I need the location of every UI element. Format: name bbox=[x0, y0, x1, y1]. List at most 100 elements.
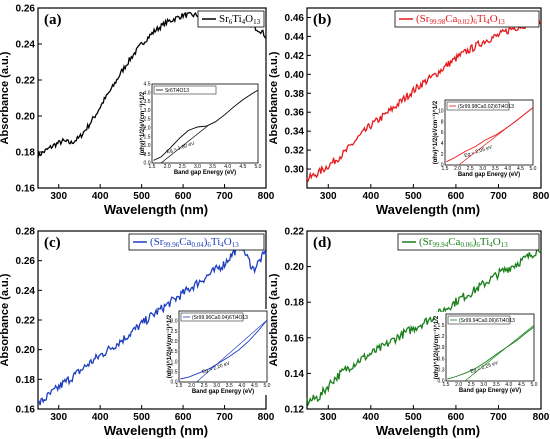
inset-y-tick-label: 3.5 bbox=[144, 99, 151, 105]
inset-x-tick-label: 1.5 bbox=[149, 164, 156, 170]
inset-tauc-curve bbox=[180, 319, 268, 380]
x-tick-label: 600 bbox=[448, 191, 465, 202]
x-tick-label: 800 bbox=[258, 191, 275, 202]
x-tick-label: 600 bbox=[175, 191, 192, 202]
inset-y-tick-label: 0.0 bbox=[144, 161, 151, 167]
inset-y-tick-label: 8 bbox=[441, 119, 444, 125]
panel-label: (a) bbox=[44, 12, 62, 28]
inset-x-tick-label: 5.0 bbox=[531, 382, 538, 388]
inset-x-tick-label: 3.0 bbox=[194, 164, 201, 170]
inset-legend-label: (Sr99.94Ca0.06)6Ti4O13 bbox=[459, 318, 515, 324]
inset-plot: 1.5 2.0 2.5 3.0 3.5 4.0 4.5 5.0 0.0 0.5 1.0 1.5 2.0 2… bbox=[166, 309, 271, 395]
panel-label: (c) bbox=[44, 235, 61, 251]
inset-x-tick-label: 3.0 bbox=[213, 383, 220, 389]
inset-tauc-curve bbox=[447, 326, 535, 380]
inset-y-tick-label: 0.5 bbox=[171, 369, 178, 375]
inset-x-tick-label: 3.5 bbox=[493, 382, 500, 388]
panel-d: 300 400 500 600 700 800 0.12 0.14 0.16 0.18 0.20 0.… bbox=[268, 227, 550, 439]
inset-x-tick-label: 3.0 bbox=[480, 382, 487, 388]
y-tick-label: 0.18 bbox=[16, 375, 36, 386]
inset-plot: 1.5 2.0 2.5 3.0 3.5 4.0 4.5 5.0 0 2 4 6 8 10 Band gap … bbox=[432, 98, 537, 178]
inset-plot: 1.5 2.0 2.5 3.0 3.5 4.0 4.5 5.0 0.0 0.5 1.0 1.5 2.0 2… bbox=[139, 82, 262, 176]
inset-x-tick-label: 2.5 bbox=[201, 383, 208, 389]
plot-frame bbox=[306, 7, 542, 189]
x-tick-label: 800 bbox=[258, 412, 275, 423]
y-axis-title: Absorbance (a.u.) bbox=[0, 273, 11, 366]
inset-x-tick-label: 2.0 bbox=[455, 382, 462, 388]
inset-y-tick-label: 4.0 bbox=[144, 90, 151, 96]
y-tick-label: 0.16 bbox=[16, 405, 36, 416]
inset-x-tick-label: 2.0 bbox=[164, 164, 171, 170]
x-tick-label: 500 bbox=[133, 412, 150, 423]
inset-x-tick-label: 3.5 bbox=[226, 383, 233, 389]
panel-label: (b) bbox=[313, 12, 331, 28]
x-tick-label: 300 bbox=[50, 191, 67, 202]
inset-x-axis-title: Band gap Energy (eV) bbox=[192, 389, 254, 395]
inset-x-tick-label: 3.5 bbox=[492, 166, 499, 172]
legend-label: (Sr99.94Ca0.06)6Ti4O13 bbox=[419, 236, 508, 249]
inset-frame bbox=[151, 83, 259, 164]
inset-y-axis-title: (αhν)^1/2(eVcm⁻¹)^1/2 bbox=[166, 314, 173, 378]
inset-y-tick-label: 0.6 bbox=[438, 356, 445, 362]
y-tick-label: 0.46 bbox=[285, 13, 305, 24]
x-tick-label: 400 bbox=[92, 191, 109, 202]
inset-x-axis-title: Band gap Energy (eV) bbox=[174, 170, 236, 176]
legend-label: (Sr99.96Ca0.04)6Ti4O13 bbox=[150, 236, 239, 249]
legend-label: Sr6Ti4O13 bbox=[219, 13, 261, 26]
x-tick-label: 500 bbox=[133, 191, 150, 202]
inset-fit-line bbox=[196, 319, 268, 383]
inset-y-tick-label: 4 bbox=[441, 141, 444, 147]
y-tick-label: 0.20 bbox=[16, 345, 36, 356]
panel-a: 300 400 500 600 700 800 0.16 0.18 0.20 0.22 0.24 0.… bbox=[0, 4, 275, 218]
absorbance-series-line bbox=[37, 239, 267, 406]
y-tick-label: 0.18 bbox=[285, 298, 305, 309]
inset-y-tick-label: 6 bbox=[441, 130, 444, 136]
y-tick-label: 0.26 bbox=[16, 256, 36, 267]
inset-y-tick-label: 2 bbox=[441, 152, 444, 158]
y-tick-label: 0.16 bbox=[16, 184, 36, 195]
inset-tauc-curve bbox=[153, 89, 259, 161]
inset-y-tick-label: 0 bbox=[441, 163, 444, 169]
inset-legend-label: (Sr99.98Ca0.02)6Ti4O13 bbox=[458, 104, 514, 110]
x-axis-title: Wavelength (nm) bbox=[104, 423, 208, 438]
inset-x-tick-label: 2.5 bbox=[179, 164, 186, 170]
x-axis-title: Wavelength (nm) bbox=[376, 202, 480, 217]
inset-y-tick-label: 1.0 bbox=[144, 143, 151, 149]
legend-box bbox=[394, 10, 540, 28]
inset-x-tick-label: 5.0 bbox=[264, 383, 271, 389]
inset-y-tick-label: 4.5 bbox=[144, 82, 151, 88]
inset-x-tick-label: 4.5 bbox=[251, 383, 258, 389]
inset-y-tick-label: 0.9 bbox=[438, 345, 445, 351]
y-tick-label: 0.24 bbox=[16, 40, 36, 51]
inset-x-tick-label: 1.5 bbox=[443, 382, 450, 388]
y-tick-label: 0.20 bbox=[16, 112, 36, 123]
x-tick-label: 800 bbox=[533, 191, 550, 202]
plot-frame bbox=[306, 230, 542, 410]
inset-y-tick-label: 1.2 bbox=[438, 334, 445, 340]
x-tick-label: 300 bbox=[320, 191, 337, 202]
y-axis-title: Absorbance (a.u.) bbox=[268, 273, 280, 366]
inset-y-axis-title: (αhν)^1/2(eVcm⁻¹)^1/2 bbox=[432, 100, 439, 164]
x-tick-label: 800 bbox=[533, 412, 550, 423]
y-tick-label: 0.44 bbox=[285, 32, 305, 43]
inset-x-tick-label: 4.0 bbox=[224, 164, 231, 170]
legend-box bbox=[397, 233, 540, 251]
inset-frame bbox=[445, 313, 535, 382]
x-tick-label: 300 bbox=[50, 412, 67, 423]
inset-y-tick-label: 3.0 bbox=[171, 319, 178, 325]
inset-frame bbox=[444, 99, 534, 166]
absorbance-series-line bbox=[306, 246, 542, 407]
x-tick-label: 500 bbox=[405, 412, 422, 423]
inset-x-tick-label: 2.5 bbox=[467, 166, 474, 172]
x-tick-label: 500 bbox=[405, 191, 422, 202]
x-tick-label: 600 bbox=[175, 412, 192, 423]
inset-x-tick-label: 3.0 bbox=[479, 166, 486, 172]
inset-y-tick-label: 0.5 bbox=[144, 152, 151, 158]
y-tick-label: 0.36 bbox=[285, 108, 305, 119]
x-tick-label: 400 bbox=[92, 412, 109, 423]
inset-x-tick-label: 4.5 bbox=[239, 164, 246, 170]
inset-y-tick-label: 10 bbox=[438, 108, 444, 114]
x-axis-title: Wavelength (nm) bbox=[376, 423, 480, 438]
y-tick-label: 0.34 bbox=[285, 127, 305, 138]
inset-background bbox=[140, 82, 258, 176]
